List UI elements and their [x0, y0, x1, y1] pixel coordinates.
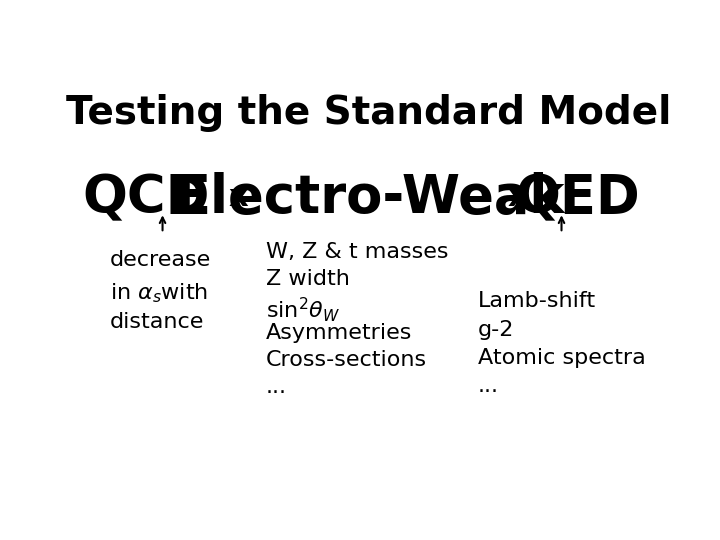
Text: x: x — [228, 184, 248, 212]
Text: Testing the Standard Model: Testing the Standard Model — [66, 94, 672, 132]
Text: ...: ... — [478, 376, 499, 396]
Text: Lamb-shift: Lamb-shift — [478, 292, 596, 312]
Text: Atomic spectra: Atomic spectra — [478, 348, 646, 368]
Text: g-2: g-2 — [478, 320, 514, 340]
Text: ...: ... — [266, 377, 287, 397]
Text: distance: distance — [109, 312, 204, 332]
Text: Cross-sections: Cross-sections — [266, 349, 427, 369]
Text: Electro-Weak: Electro-Weak — [174, 172, 564, 224]
Text: sin$^2\theta_W$: sin$^2\theta_W$ — [266, 295, 340, 325]
Text: QCD: QCD — [82, 172, 210, 224]
Text: QED: QED — [516, 172, 641, 224]
Text: Asymmetries: Asymmetries — [266, 322, 412, 342]
Text: Z width: Z width — [266, 268, 350, 288]
Text: x: x — [507, 184, 527, 212]
Text: W, Z & t masses: W, Z & t masses — [266, 241, 449, 261]
Text: decrease: decrease — [109, 250, 211, 270]
Text: in $\alpha_s$with: in $\alpha_s$with — [109, 281, 207, 305]
